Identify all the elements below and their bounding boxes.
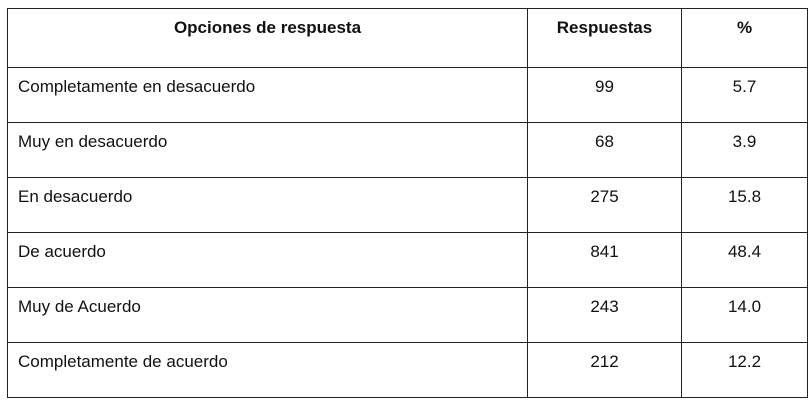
responses-table: Opciones de respuesta Respuestas % Compl… [7,8,808,398]
percent-cell: 48.4 [681,232,808,288]
percent-cell: 15.8 [681,177,808,233]
option-cell: Muy de Acuerdo [7,287,528,343]
table-row: En desacuerdo 275 15.8 [7,177,808,233]
table-row: Completamente en desacuerdo 99 5.7 [7,67,808,123]
option-cell: Completamente en desacuerdo [7,67,528,123]
responses-cell: 243 [527,287,682,343]
option-cell: Muy en desacuerdo [7,122,528,178]
percent-cell: 5.7 [681,67,808,123]
responses-cell: 841 [527,232,682,288]
responses-cell: 68 [527,122,682,178]
responses-cell: 275 [527,177,682,233]
option-cell: De acuerdo [7,232,528,288]
table-row: Muy en desacuerdo 68 3.9 [7,122,808,178]
percent-cell: 14.0 [681,287,808,343]
table-row: Completamente de acuerdo 212 12.2 [7,342,808,398]
option-cell: Completamente de acuerdo [7,342,528,398]
header-options: Opciones de respuesta [7,8,528,68]
option-cell: En desacuerdo [7,177,528,233]
table-body: Completamente en desacuerdo 99 5.7 Muy e… [7,67,808,398]
header-responses: Respuestas [527,8,682,68]
percent-cell: 3.9 [681,122,808,178]
responses-cell: 212 [527,342,682,398]
percent-cell: 12.2 [681,342,808,398]
header-percent: % [681,8,808,68]
responses-cell: 99 [527,67,682,123]
table-row: Muy de Acuerdo 243 14.0 [7,287,808,343]
table-row: De acuerdo 841 48.4 [7,232,808,288]
table-header: Opciones de respuesta Respuestas % [7,8,808,68]
header-row: Opciones de respuesta Respuestas % [7,8,808,68]
